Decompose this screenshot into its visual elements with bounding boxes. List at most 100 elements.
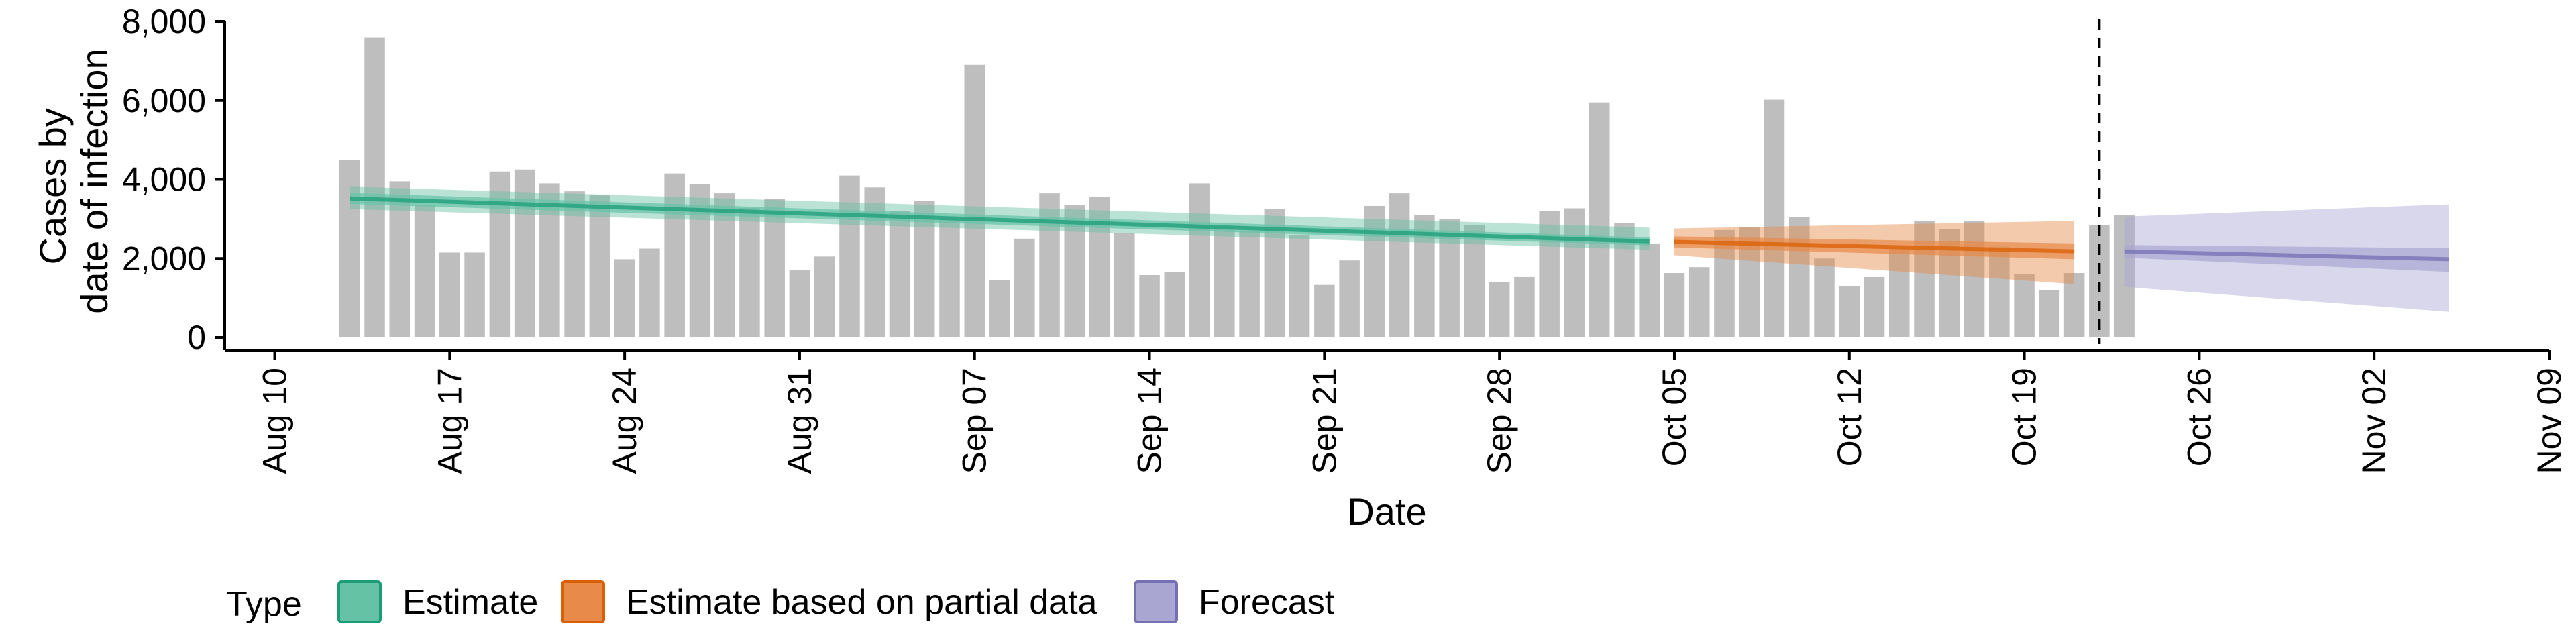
bar — [714, 193, 735, 337]
bar — [1664, 273, 1685, 337]
bars-layer — [339, 37, 2135, 338]
bar — [1189, 183, 1210, 337]
x-tick-label: Aug 17 — [431, 368, 468, 474]
y-tick-label: 4,000 — [122, 161, 206, 199]
bar — [364, 37, 385, 338]
bar — [1764, 99, 1785, 337]
x-tick-label: Sep 28 — [1481, 368, 1518, 474]
x-tick-label: Aug 24 — [606, 368, 643, 474]
bar — [1139, 274, 1160, 337]
series-1 — [1674, 221, 2075, 284]
bar — [464, 252, 485, 337]
bar — [964, 64, 985, 337]
legend-swatch — [337, 580, 382, 623]
series-2 — [2124, 204, 2450, 312]
bar — [889, 211, 910, 337]
bar — [1114, 232, 1135, 337]
bar — [1788, 217, 1810, 337]
x-tick-label: Aug 10 — [256, 368, 294, 474]
bar — [1864, 276, 1885, 337]
x-tick-label: Sep 14 — [1131, 368, 1169, 474]
bar — [1814, 258, 1835, 337]
x-tick-label: Oct 05 — [1656, 368, 1693, 466]
x-tick-label: Aug 31 — [781, 368, 818, 474]
x-tick-label: Oct 19 — [2006, 368, 2043, 466]
bar — [1489, 282, 1510, 337]
bar — [439, 252, 460, 337]
bar — [1214, 227, 1235, 337]
x-axis-title: Date — [1347, 490, 1426, 533]
x-tick-label: Nov 02 — [2355, 368, 2393, 474]
bar — [1539, 211, 1560, 337]
y-tick-label: 8,000 — [122, 3, 206, 40]
bar — [1339, 260, 1360, 337]
y-tick-label: 0 — [187, 319, 206, 356]
bar — [1289, 234, 1310, 337]
bar — [914, 201, 935, 337]
bar — [564, 191, 585, 337]
bar — [1964, 221, 1985, 337]
bar — [339, 160, 360, 337]
y-tick-label: 6,000 — [122, 82, 206, 119]
bar — [664, 173, 685, 337]
x-axis-ticks: Aug 10 Aug 17 Aug 24 Aug 31 Sep 07 Sep 14 Sep … — [256, 350, 2568, 474]
bar — [2089, 225, 2110, 337]
bar — [1639, 243, 1660, 337]
estimate-ribbons-layer — [350, 186, 2450, 312]
bar — [1564, 208, 1585, 337]
bar — [939, 219, 960, 338]
bar — [389, 181, 411, 337]
bar — [1688, 267, 1710, 337]
legend-title: Type — [226, 585, 302, 624]
bar — [1914, 221, 1935, 337]
bar — [1014, 238, 1035, 337]
bar — [1589, 102, 1610, 337]
bar — [2063, 273, 2085, 337]
bar — [989, 280, 1010, 337]
legend-label: Forecast — [1199, 583, 1335, 622]
bar — [1164, 272, 1185, 337]
legend: Type Estimate Estimate based on partial d… — [226, 580, 1335, 624]
bar — [1839, 286, 1860, 337]
bar — [2014, 274, 2035, 337]
y-axis-title: Cases by date of infection — [32, 48, 115, 313]
bar — [414, 205, 435, 337]
x-tick-label: Oct 12 — [1831, 368, 1868, 466]
x-tick-label: Oct 26 — [2180, 368, 2218, 466]
series-0 — [350, 186, 1650, 250]
x-tick-label: Nov 09 — [2530, 368, 2568, 474]
bar — [639, 248, 660, 337]
bar — [1464, 225, 1485, 337]
legend-swatch — [1134, 580, 1178, 623]
bar — [514, 169, 535, 337]
median-line — [1674, 239, 2075, 254]
bar — [1989, 246, 2010, 337]
legend-label: Estimate based on partial data — [626, 583, 1097, 622]
bar — [1889, 248, 1910, 337]
y-axis-ticks: 0 2,000 4,000 6,000 8,000 — [122, 3, 225, 356]
legend-swatch — [561, 580, 605, 623]
y-axis-title-line-2: date of infection — [73, 48, 115, 313]
axes-layer: 0 2,000 4,000 6,000 8,000 Aug 10 Aug 17 Aug 24… — [122, 3, 2568, 474]
median-line — [2124, 249, 2450, 262]
bar — [814, 256, 835, 337]
bar — [614, 259, 635, 337]
bar — [2039, 290, 2060, 337]
x-tick-label: Sep 21 — [1305, 368, 1343, 474]
bar — [764, 199, 785, 337]
x-tick-label: Sep 07 — [956, 368, 994, 474]
bar — [1389, 193, 1410, 337]
y-tick-label: 2,000 — [122, 239, 206, 277]
y-axis-title-line-1: Cases by — [32, 108, 74, 264]
bar — [789, 270, 810, 337]
legend-label: Estimate — [402, 583, 538, 622]
median-line — [350, 196, 1650, 244]
bar — [589, 195, 610, 337]
bar — [739, 207, 760, 337]
bar — [839, 175, 860, 337]
bar — [1314, 284, 1335, 337]
bar — [1514, 276, 1535, 337]
bar — [1239, 231, 1260, 337]
bar — [2114, 215, 2135, 337]
